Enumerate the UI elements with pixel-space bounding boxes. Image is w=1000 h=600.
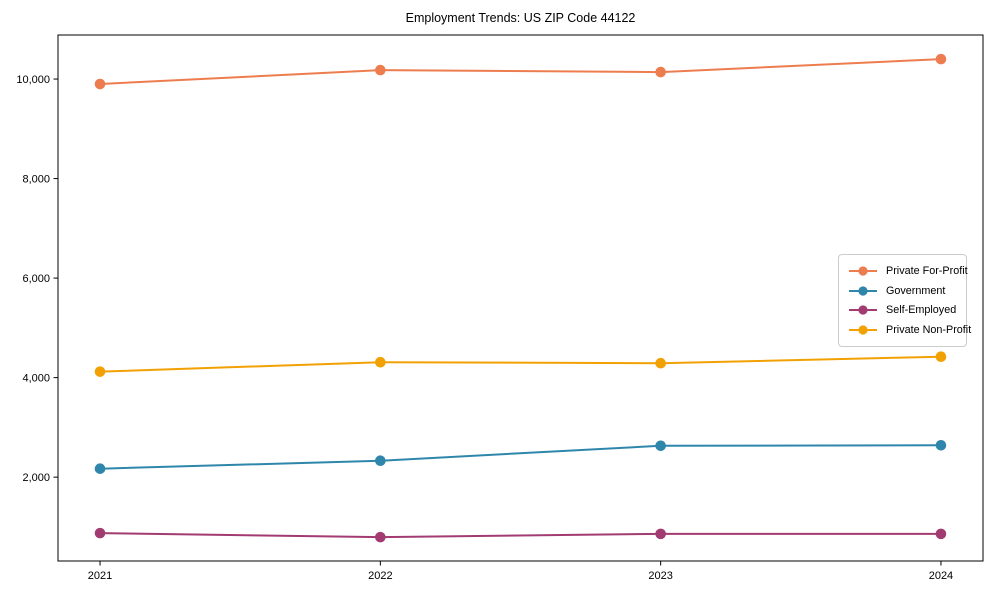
legend-swatch-icon: [849, 325, 877, 335]
series-line-private-for-profit: [99, 58, 942, 86]
data-point-marker: [655, 528, 666, 540]
series-line-self-employed: [99, 532, 942, 539]
series-line-government: [99, 444, 942, 470]
legend-label: Private For-Profit: [886, 265, 968, 278]
legend: Private For-Profit Government Self-Employe…: [838, 254, 971, 347]
data-point-marker: [935, 53, 947, 65]
data-point-marker: [375, 455, 386, 467]
legend-item-self-employed: Self-Employed: [848, 301, 958, 320]
y-tick-label: 8,000: [22, 173, 50, 185]
data-point-marker: [94, 366, 106, 377]
plot-border: [57, 34, 984, 562]
data-point-marker: [375, 64, 386, 76]
x-tick-label: 2022: [368, 570, 392, 582]
legend-label: Private Non-Profit: [886, 323, 972, 336]
x-tick-label: 2021: [88, 570, 112, 582]
legend-label: Government: [886, 284, 946, 297]
x-tick-label: 2023: [648, 570, 672, 582]
legend-swatch-icon: [849, 286, 877, 296]
y-tick-label: 4,000: [22, 372, 50, 384]
x-tick-label: 2024: [929, 570, 953, 582]
legend-item-government: Government: [848, 282, 958, 301]
data-point-marker: [375, 531, 386, 543]
legend-item-private-non-profit: Private Non-Profit: [848, 321, 971, 340]
y-tick-label: 6,000: [22, 273, 50, 285]
y-tick-label: 2,000: [22, 472, 50, 484]
data-point-marker: [655, 66, 666, 78]
data-point-marker: [94, 78, 106, 90]
data-point-marker: [655, 357, 666, 369]
legend-swatch-icon: [849, 305, 877, 315]
data-point-marker: [94, 527, 106, 539]
data-point-marker: [935, 528, 947, 540]
y-tick-label: 10,000: [16, 74, 50, 86]
legend-label: Self-Employed: [886, 304, 957, 317]
data-point-marker: [935, 439, 947, 451]
series-line-private-non-profit: [99, 355, 942, 373]
data-point-marker: [935, 351, 947, 363]
data-point-marker: [655, 440, 666, 452]
legend-swatch-icon: [849, 266, 877, 276]
data-point-marker: [94, 463, 106, 474]
data-point-marker: [375, 356, 386, 368]
chart-title: Employment Trends: US ZIP Code 44122: [405, 11, 636, 25]
legend-item-private-for-profit: Private For-Profit: [848, 262, 968, 281]
